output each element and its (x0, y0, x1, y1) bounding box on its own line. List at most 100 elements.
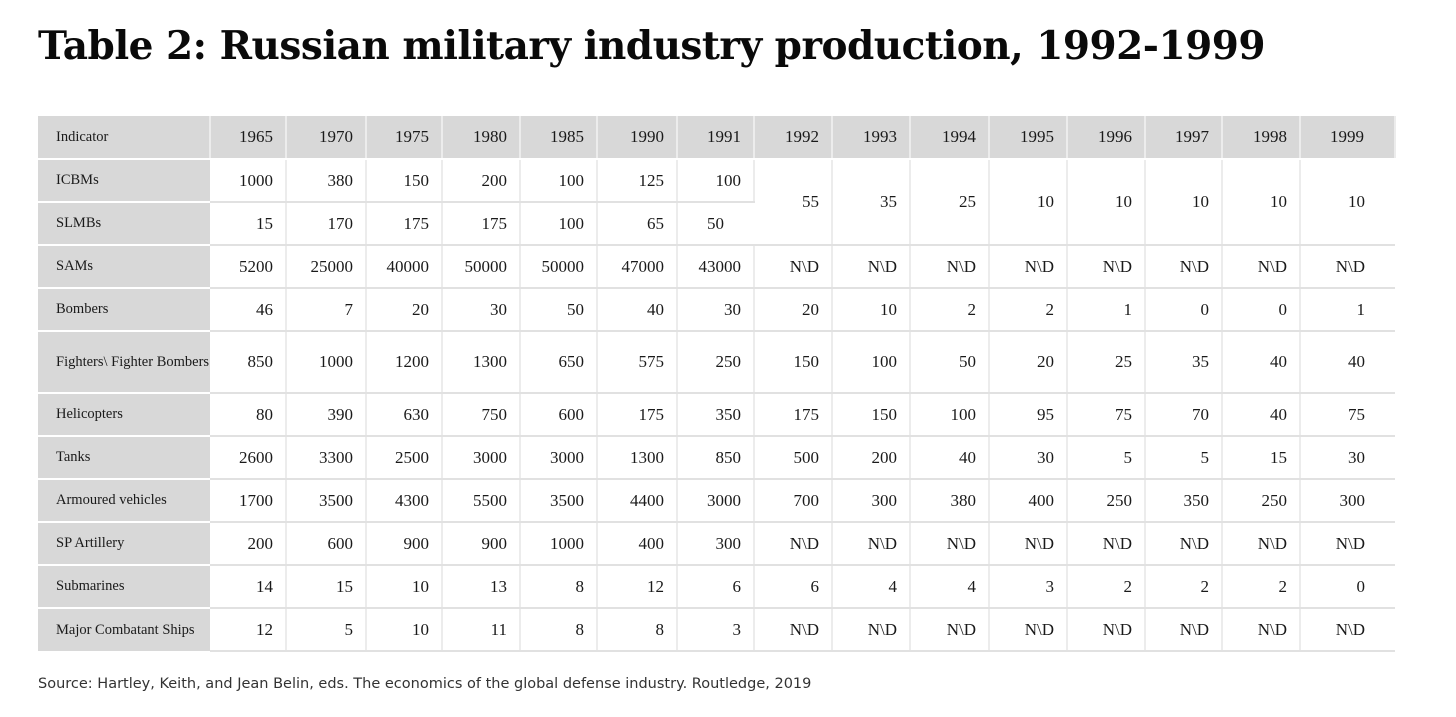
table-cell: 12 (210, 608, 287, 652)
table-cell: 100 (910, 393, 990, 437)
table-cell: 5500 (442, 479, 521, 523)
table-cell: 20 (366, 288, 443, 332)
table-cell: 1700 (210, 479, 287, 523)
table-cell: 100 (832, 331, 911, 394)
table-cell: 850 (677, 436, 755, 480)
table-cell: N\D (832, 608, 911, 652)
table-cell: 2500 (366, 436, 443, 480)
table-cell: 80 (210, 393, 287, 437)
table-cell: 46 (210, 288, 287, 332)
table-cell: 20 (754, 288, 833, 332)
year-header: 1997 (1145, 116, 1223, 160)
merged-cell: 10 (1222, 159, 1301, 246)
table-cell: 70 (1145, 393, 1223, 437)
table-cell: 1300 (597, 436, 678, 480)
year-header: 1993 (832, 116, 911, 160)
row-label: Submarines (38, 565, 210, 609)
table-cell: 600 (520, 393, 598, 437)
table-row: Major Combatant Ships 12 5 10 11 8 8 3 N\D N\D N\D… (38, 608, 1395, 652)
table-cell: 6 (754, 565, 833, 609)
table-cell: 4400 (597, 479, 678, 523)
table-cell: 11 (442, 608, 521, 652)
table-cell: N\D (910, 522, 990, 566)
table-cell: N\D (989, 522, 1068, 566)
table-cell: 8 (520, 608, 598, 652)
table-cell: 175 (442, 202, 521, 246)
merged-cell: 10 (1300, 159, 1395, 246)
table-cell: 500 (754, 436, 833, 480)
table-cell: 50 (910, 331, 990, 394)
table-cell: 400 (989, 479, 1068, 523)
table-cell: 1 (1067, 288, 1146, 332)
table-cell: 5 (1145, 436, 1223, 480)
table-cell: 3500 (286, 479, 367, 523)
table-cell: 30 (442, 288, 521, 332)
table-cell: 3000 (442, 436, 521, 480)
table-row: ICBMs 1000 380 150 200 100 125 100 55 35 25 10 10 10 1… (38, 159, 1395, 246)
table-cell: 200 (442, 159, 521, 203)
table-cell: N\D (1300, 522, 1395, 566)
table-cell: N\D (989, 245, 1068, 289)
merged-cell: 25 (910, 159, 990, 246)
year-header: 1996 (1067, 116, 1146, 160)
table-cell: 850 (210, 331, 287, 394)
table-cell: 4 (832, 565, 911, 609)
table-cell: 12 (597, 565, 678, 609)
year-header: 1980 (442, 116, 521, 160)
table-header-row: Indicator 1965 1970 1975 1980 1985 1990 1991 199… (38, 116, 1396, 160)
table-cell: 2 (1067, 565, 1146, 609)
table-cell: N\D (832, 522, 911, 566)
table-cell: 175 (754, 393, 833, 437)
table-row: SAMs 5200 25000 40000 50000 50000 47000 43000 N\… (38, 245, 1395, 289)
table-cell: 10 (366, 608, 443, 652)
table-cell: 300 (1300, 479, 1395, 523)
table-cell: 3 (677, 608, 755, 652)
table-cell: 100 (520, 159, 598, 203)
table-cell: 50 (677, 202, 754, 246)
table-cell: 7 (286, 288, 367, 332)
table-cell: N\D (989, 608, 1068, 652)
row-label: Helicopters (38, 393, 210, 437)
table-cell: 8 (597, 608, 678, 652)
table-cell: 650 (520, 331, 598, 394)
table-cell: 1 (1300, 288, 1395, 332)
table-row: SP Artillery 200 600 900 900 1000 400 300 N\D N\D… (38, 522, 1395, 566)
table-cell: 25000 (286, 245, 367, 289)
table-cell: 5 (1067, 436, 1146, 480)
table-cell: 75 (1300, 393, 1395, 437)
table-cell: 10 (366, 565, 443, 609)
table-cell: N\D (1222, 245, 1301, 289)
table-cell: 350 (1145, 479, 1223, 523)
row-label: Armoured vehicles (38, 479, 210, 523)
table-cell: 200 (210, 522, 287, 566)
table-cell: 1000 (520, 522, 598, 566)
table-cell: 43000 (677, 245, 755, 289)
table-cell: 300 (832, 479, 911, 523)
table-cell: 750 (442, 393, 521, 437)
table-cell: N\D (1300, 608, 1395, 652)
table-cell: 10 (832, 288, 911, 332)
row-label: ICBMs (38, 159, 210, 203)
table-cell: 400 (597, 522, 678, 566)
table-cell: 300 (677, 522, 755, 566)
row-label: Bombers (38, 288, 210, 332)
table-cell: 3 (989, 565, 1068, 609)
table-cell: N\D (754, 245, 833, 289)
table-cell: N\D (1067, 245, 1146, 289)
table-cell: 75 (1067, 393, 1146, 437)
table-cell: 700 (754, 479, 833, 523)
merged-cell: 10 (989, 159, 1068, 246)
table-cell: 40 (910, 436, 990, 480)
table-row: Fighters\ Fighter Bombers 850 1000 1200 1300… (38, 331, 1395, 394)
table-cell: 40000 (366, 245, 443, 289)
table-cell: 35 (1145, 331, 1223, 394)
table-cell: 150 (366, 159, 443, 203)
table-cell: 1000 (286, 331, 367, 394)
table-cell: 6 (677, 565, 755, 609)
table-cell: 200 (832, 436, 911, 480)
table-cell: 3300 (286, 436, 367, 480)
year-header: 1985 (520, 116, 598, 160)
table-cell: 575 (597, 331, 678, 394)
table-cell: 100 (520, 202, 598, 246)
table-cell: N\D (754, 608, 833, 652)
